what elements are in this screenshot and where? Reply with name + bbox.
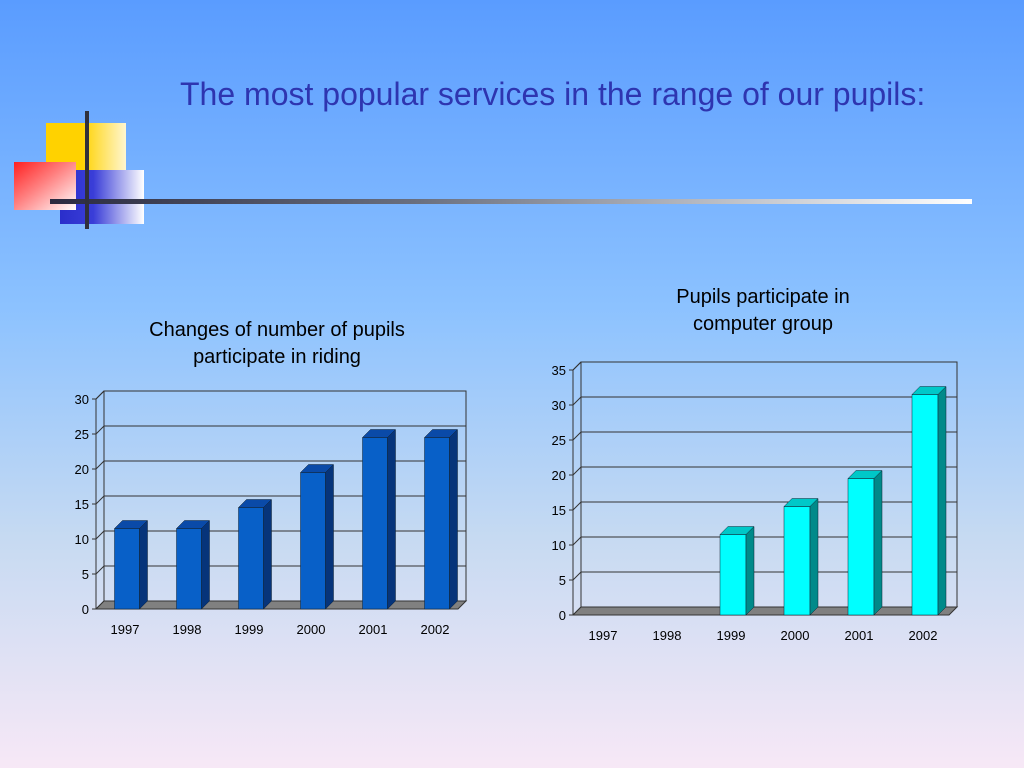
gridline-diagonal — [572, 536, 582, 546]
chart-title-riding: Changes of number of pupils participate … — [107, 317, 447, 371]
bar-side — [387, 428, 396, 610]
y-tick-label: 25 — [552, 433, 566, 448]
y-tick-label: 35 — [552, 363, 566, 378]
x-tick-label: 1999 — [235, 622, 264, 637]
y-tick-label: 20 — [75, 462, 89, 477]
y-tick-label: 15 — [552, 503, 566, 518]
bar — [362, 437, 388, 610]
x-tick-label: 1999 — [717, 628, 746, 643]
y-tick-label: 5 — [559, 573, 566, 588]
x-tick-label: 1998 — [173, 622, 202, 637]
x-tick-label: 1997 — [111, 622, 140, 637]
x-tick-label: 2001 — [845, 628, 874, 643]
y-tick-label: 5 — [82, 567, 89, 582]
chart-floor — [94, 600, 468, 610]
bar-side — [873, 469, 883, 616]
axis-corner — [95, 390, 105, 400]
bar-side — [745, 525, 755, 616]
gridline-diagonal — [95, 530, 105, 540]
chart-title-line: Pupils participate in — [676, 286, 850, 308]
gridline-diagonal — [95, 565, 105, 575]
gridline-diagonal — [95, 425, 105, 435]
y-tick-label: 15 — [75, 497, 89, 512]
gridline-diagonal — [572, 431, 582, 441]
bar-side — [809, 497, 819, 616]
bar-side — [449, 428, 458, 610]
bar — [300, 472, 326, 610]
bar-side — [201, 519, 210, 610]
y-tick-label: 10 — [552, 538, 566, 553]
bar — [238, 507, 264, 610]
bar — [847, 478, 875, 616]
x-tick-label: 1997 — [589, 628, 618, 643]
y-tick-label: 30 — [552, 398, 566, 413]
y-tick-label: 25 — [75, 427, 89, 442]
y-tick-label: 0 — [559, 608, 566, 623]
y-tick-label: 10 — [75, 532, 89, 547]
gridline-diagonal — [572, 466, 582, 476]
slide-title: The most popular services in the range o… — [180, 76, 926, 112]
x-tick-label: 1998 — [653, 628, 682, 643]
chart-title-line: participate in riding — [193, 346, 361, 368]
y-tick-label: 30 — [75, 392, 89, 407]
y-tick-label: 0 — [82, 602, 89, 617]
x-tick-label: 2002 — [909, 628, 938, 643]
bar-side — [263, 498, 272, 610]
horizontal-rule — [50, 199, 972, 204]
gridline-diagonal — [572, 396, 582, 406]
x-tick-label: 2001 — [359, 622, 388, 637]
vertical-rule — [85, 111, 89, 229]
gridline-diagonal — [95, 495, 105, 505]
bar — [911, 394, 939, 616]
gridline-diagonal — [572, 501, 582, 511]
bar — [114, 528, 140, 610]
chart-title-line: computer group — [692, 313, 834, 335]
bar-side — [139, 519, 148, 610]
bar — [176, 528, 202, 610]
x-tick-label: 2000 — [297, 622, 326, 637]
gridline-diagonal — [95, 460, 105, 470]
x-tick-label: 2002 — [421, 622, 450, 637]
plot-area-back — [580, 361, 958, 608]
bar — [783, 506, 811, 616]
chart-floor — [571, 606, 959, 616]
decorative-logo — [0, 0, 1024, 240]
chart-title-computer: Pupils participate in computer group — [593, 284, 933, 338]
y-tick-label: 20 — [552, 468, 566, 483]
x-tick-label: 2000 — [781, 628, 810, 643]
gridline-diagonal — [572, 571, 582, 581]
bar — [424, 437, 450, 610]
axis-corner — [572, 361, 582, 371]
bar — [719, 534, 747, 616]
bar-side — [937, 385, 947, 616]
chart-title-line: Changes of number of pupils — [149, 319, 405, 341]
bar-side — [325, 463, 334, 610]
